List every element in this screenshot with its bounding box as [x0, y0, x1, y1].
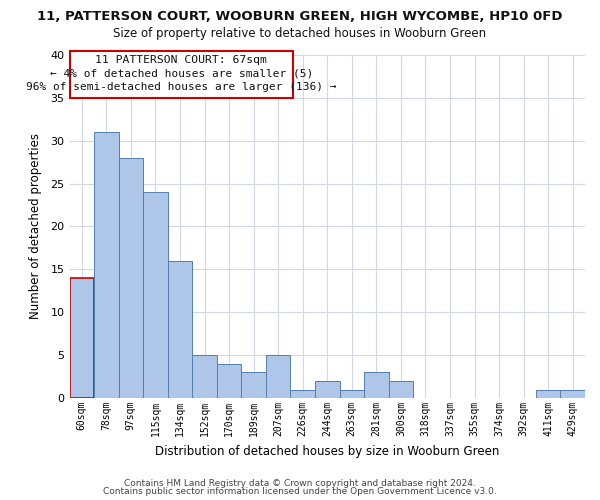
- Text: 96% of semi-detached houses are larger (136) →: 96% of semi-detached houses are larger (…: [26, 82, 337, 92]
- Bar: [143, 192, 167, 398]
- Text: Contains public sector information licensed under the Open Government Licence v3: Contains public sector information licen…: [103, 487, 497, 496]
- Bar: [560, 390, 585, 398]
- X-axis label: Distribution of detached houses by size in Wooburn Green: Distribution of detached houses by size …: [155, 444, 499, 458]
- Text: Size of property relative to detached houses in Wooburn Green: Size of property relative to detached ho…: [113, 28, 487, 40]
- Bar: [536, 390, 560, 398]
- Y-axis label: Number of detached properties: Number of detached properties: [29, 134, 42, 320]
- Bar: [192, 355, 217, 398]
- Bar: [167, 261, 192, 398]
- Bar: [241, 372, 266, 398]
- Text: ← 4% of detached houses are smaller (5): ← 4% of detached houses are smaller (5): [50, 68, 313, 78]
- Bar: [290, 390, 315, 398]
- Bar: [70, 50, 293, 98]
- Bar: [70, 278, 94, 398]
- Bar: [119, 158, 143, 398]
- Text: Contains HM Land Registry data © Crown copyright and database right 2024.: Contains HM Land Registry data © Crown c…: [124, 478, 476, 488]
- Bar: [364, 372, 389, 398]
- Bar: [315, 381, 340, 398]
- Text: 11 PATTERSON COURT: 67sqm: 11 PATTERSON COURT: 67sqm: [95, 55, 267, 65]
- Bar: [340, 390, 364, 398]
- Bar: [389, 381, 413, 398]
- Bar: [94, 132, 119, 398]
- Bar: [266, 355, 290, 398]
- Text: 11, PATTERSON COURT, WOOBURN GREEN, HIGH WYCOMBE, HP10 0FD: 11, PATTERSON COURT, WOOBURN GREEN, HIGH…: [37, 10, 563, 23]
- Bar: [217, 364, 241, 398]
